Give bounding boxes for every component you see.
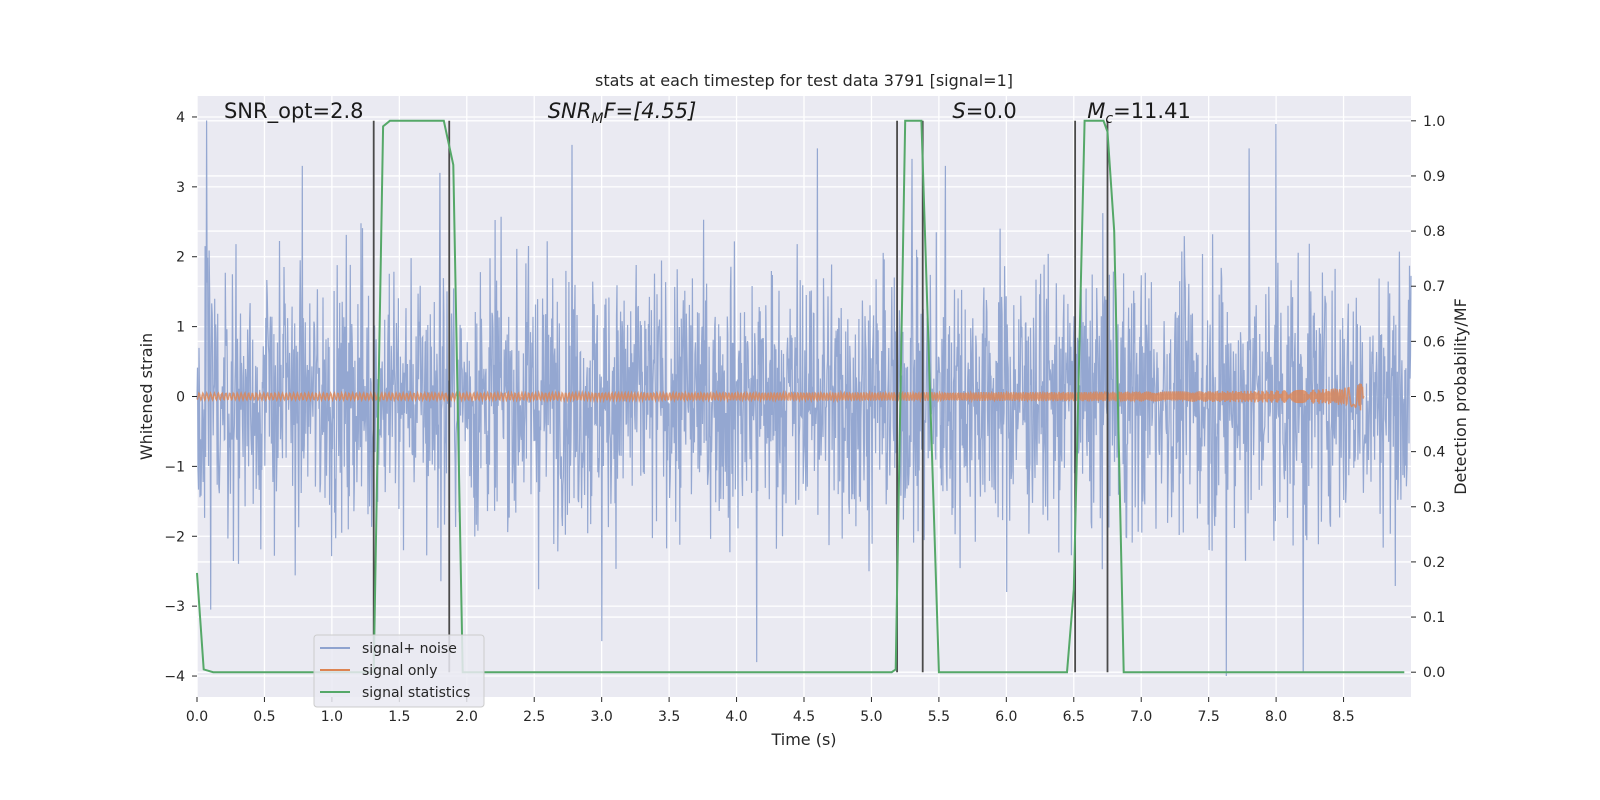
legend-label: signal statistics: [362, 685, 470, 701]
legend-label: signal+ noise: [362, 641, 457, 657]
y-axis-label: Whitened strain: [137, 333, 156, 460]
x-tick-label: 6.5: [1063, 709, 1085, 725]
x-tick-label: 3.5: [658, 709, 680, 725]
y-tick-label: −3: [164, 599, 185, 615]
annotation-mc-symbol: M: [1087, 99, 1105, 123]
signal-plus-noise-line: [196, 120, 1412, 677]
annotation-snr-opt: SNR_opt=2.8: [224, 99, 364, 124]
y-tick-label: −2: [164, 529, 185, 545]
x-tick-label: 8.0: [1265, 709, 1287, 725]
x-tick-label: 0.0: [186, 709, 208, 725]
x-tick-label: 0.5: [253, 709, 275, 725]
signal-only-line: [196, 383, 1365, 411]
series-signal-statistics: [196, 119, 1405, 674]
series-signal-plus-noise: [196, 120, 1412, 677]
x-tick-label: 2.0: [456, 709, 478, 725]
y2-tick-label: 0.6: [1423, 334, 1445, 350]
y2-tick-label: 0.7: [1423, 279, 1445, 295]
y2-tick-label: 0.0: [1423, 665, 1445, 681]
y-tick-label: 0: [176, 390, 185, 406]
y-tick-label: 1: [176, 320, 185, 336]
y2-tick-label: 0.4: [1423, 445, 1445, 461]
annotation-snr-mf: SNRMF=[4.55]: [548, 99, 697, 127]
legend-label: signal only: [362, 663, 437, 679]
y-tick-label: −4: [164, 669, 185, 685]
x-tick-label: 4.5: [793, 709, 815, 725]
annotation-mc: Mc=11.41: [1087, 99, 1191, 127]
series-signal-only: [196, 383, 1365, 411]
x-tick-label: 5.0: [860, 709, 882, 725]
y2-tick-label: 0.8: [1423, 224, 1445, 240]
signal-statistics-line: [196, 119, 1405, 674]
y-tick-label: 4: [176, 110, 185, 126]
annotation-snr-mf-symbol: SNR: [548, 99, 592, 123]
annotation-mc-value: =11.41: [1113, 99, 1191, 123]
legend: signal+ noise signal only signal statistic…: [313, 634, 485, 708]
annotation-s: S=0.0: [952, 99, 1016, 123]
x-tick-label: 3.0: [591, 709, 613, 725]
y2-tick-label: 0.1: [1423, 610, 1445, 626]
y2-axis-label: Detection probability/MF: [1451, 298, 1470, 495]
annotation-mc-subscript: c: [1105, 111, 1113, 127]
annotation-snr-mf-value: F=[4.55]: [603, 99, 696, 123]
y2-tick-label: 0.3: [1423, 500, 1445, 516]
axis-ticks: 0.0 0.5 1.0 1.5 2.0 2.5 3.0 3.5 4.0 4.5 5.0 5.5 6.0 6…: [164, 110, 1445, 725]
x-tick-label: 8.5: [1332, 709, 1354, 725]
annotation-s-value: =0.0: [966, 99, 1017, 123]
x-tick-label: 4.0: [725, 709, 747, 725]
x-tick-label: 6.0: [995, 709, 1017, 725]
y2-tick-label: 1.0: [1423, 114, 1445, 130]
annotation-snr-mf-subscript: M: [591, 111, 603, 127]
y-tick-label: 2: [176, 250, 185, 266]
chart-title: stats at each timestep for test data 379…: [595, 71, 1013, 90]
x-tick-label: 5.5: [928, 709, 950, 725]
x-tick-label: 1.0: [321, 709, 343, 725]
annotation-s-symbol: S: [952, 99, 965, 123]
x-tick-label: 2.5: [523, 709, 545, 725]
x-axis-label: Time (s): [770, 730, 836, 749]
legend-box: [313, 634, 485, 708]
y2-tick-label: 0.9: [1423, 169, 1445, 185]
y2-tick-label: 0.5: [1423, 390, 1445, 406]
y-tick-label: −1: [164, 459, 185, 475]
x-tick-label: 7.0: [1130, 709, 1152, 725]
x-tick-label: 7.5: [1198, 709, 1220, 725]
y-tick-label: 3: [176, 180, 185, 196]
y2-tick-label: 0.2: [1423, 555, 1445, 571]
x-tick-label: 1.5: [388, 709, 410, 725]
